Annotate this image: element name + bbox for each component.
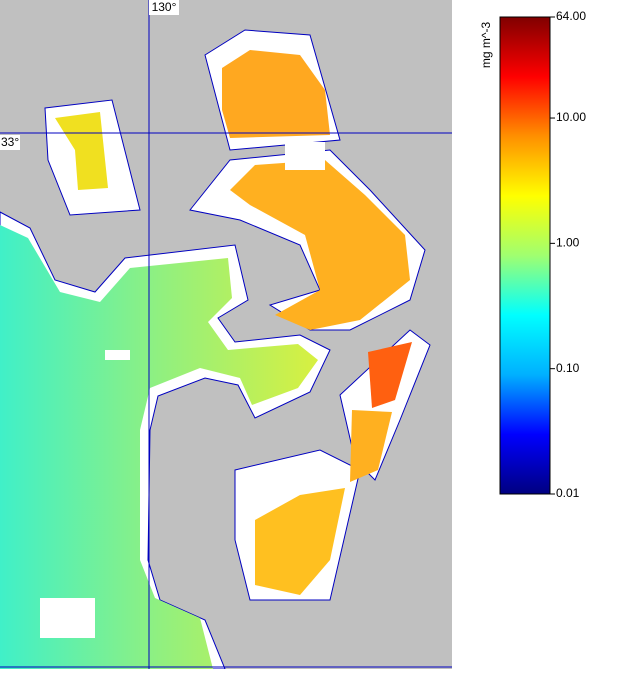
label-bg: [149, 0, 179, 15]
map: 130° 33°: [0, 0, 452, 670]
lat-label: 33°: [1, 135, 19, 149]
colorbar-unit: mg m^-3: [479, 22, 493, 69]
open-sea: [0, 225, 318, 669]
colorbar-tick-label: 10.00: [556, 110, 586, 124]
colorbar-tick-label: 0.01: [556, 486, 580, 500]
lon-label: 130°: [152, 0, 177, 14]
chl-patch: [350, 410, 392, 482]
chl-patch: [255, 488, 345, 595]
chl-patch: [222, 50, 330, 138]
label-bg: [0, 135, 20, 150]
colorbar-ramp: [499, 16, 551, 495]
colorbar-tick-label: 64.00: [556, 9, 586, 23]
colorbar-tick-label: 1.00: [556, 236, 580, 250]
chl-patch: [55, 112, 108, 190]
chl-patch: [230, 160, 410, 330]
colorbar: mg m^-3 64.00 10.00 1.00 0.10 0.01: [479, 9, 586, 500]
colorbar-tick-label: 0.10: [556, 361, 580, 375]
chl-patch: [368, 342, 412, 408]
cloud-gap: [40, 142, 325, 638]
